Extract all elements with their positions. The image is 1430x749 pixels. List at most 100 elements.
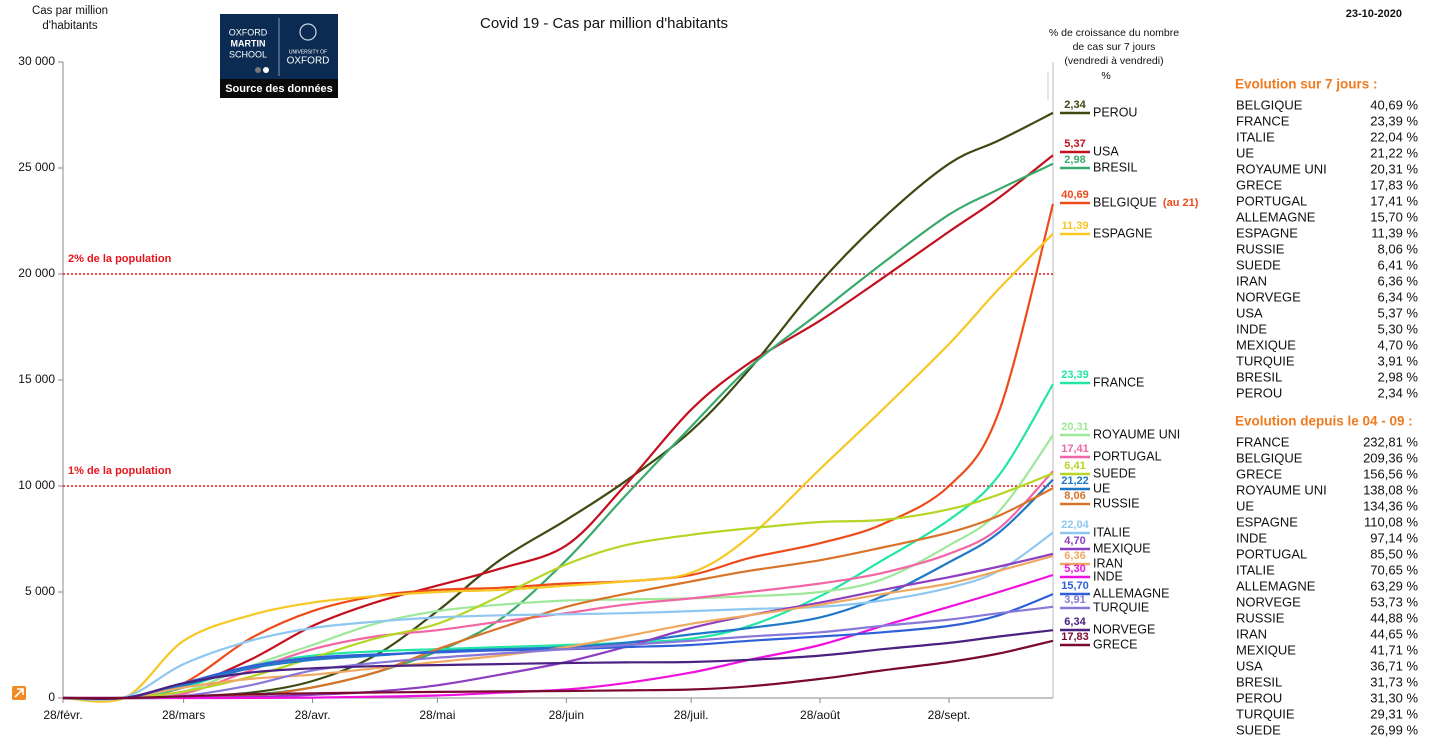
series-line [62, 154, 1054, 700]
table-cell-name: UE [1236, 145, 1254, 160]
table-cell-name: BRESIL [1236, 369, 1282, 384]
growth-label: 23,39 [1061, 369, 1089, 381]
table-cell-name: PORTUGAL [1236, 193, 1307, 208]
y-axis-title: d'habitants [42, 20, 98, 32]
table-cell-name: IRAN [1236, 273, 1267, 288]
logo-dot [255, 67, 261, 73]
series-line [62, 470, 1054, 700]
reference-label: 1% de la population [68, 465, 172, 477]
table-cell-value: 17,83 % [1370, 177, 1418, 192]
growth-label: 15,70 [1061, 580, 1089, 592]
table-cell-name: USA [1236, 658, 1263, 673]
logo-crest [299, 23, 317, 41]
growth-header: % de croissance du nombre [1049, 27, 1179, 39]
source-link[interactable]: Source des données [225, 83, 333, 95]
logo-dot [263, 67, 269, 73]
series-line [62, 629, 1054, 701]
table-cell-value: 41,71 % [1370, 642, 1418, 657]
logo-text: MARTIN [231, 38, 266, 48]
table-cell-name: BELGIQUE [1236, 97, 1303, 112]
source-logo[interactable]: OXFORD MARTIN SCHOOL UNIVERSITY OF OXFOR… [220, 14, 338, 98]
table-cell-value: 21,22 % [1370, 145, 1418, 160]
legend-label: ESPAGNE [1093, 226, 1153, 240]
table-cell-value: 23,39 % [1370, 113, 1418, 128]
y-tick-label: 20 000 [18, 266, 55, 280]
table-cell-value: 232,81 % [1363, 434, 1418, 449]
table-cell-name: MEXIQUE [1236, 337, 1296, 352]
table-cell-value: 156,56 % [1363, 466, 1418, 481]
series-line [62, 162, 1054, 700]
x-tick-label: 28/juin [549, 708, 584, 722]
growth-header: % [1101, 70, 1110, 82]
table-cell-name: ESPAGNE [1236, 225, 1298, 240]
table-cell-value: 8,06 % [1378, 241, 1419, 256]
y-tick-label: 0 [48, 690, 55, 704]
legend-label: IRAN [1093, 556, 1123, 570]
table-cell-value: 44,65 % [1370, 626, 1418, 641]
growth-label: 17,41 [1061, 443, 1089, 455]
growth-label: 6,41 [1064, 460, 1085, 472]
table-cell-name: TURQUIE [1236, 353, 1295, 368]
table-cell-value: 6,41 % [1378, 257, 1419, 272]
logo-text: OXFORD [287, 56, 330, 67]
y-tick-label: 5 000 [25, 584, 55, 598]
legend-label: TURQUIE [1093, 600, 1149, 614]
series-line [63, 573, 1054, 700]
lines [62, 111, 1055, 703]
series-line [62, 383, 1054, 700]
table-cell-value: 36,71 % [1370, 658, 1418, 673]
corner-icon [12, 686, 26, 700]
table-cell-value: 5,37 % [1378, 305, 1419, 320]
legend-label: UE [1093, 481, 1110, 495]
legend-label: BELGIQUE [1093, 195, 1157, 209]
table-cell-name: ITALIE [1236, 129, 1275, 144]
legend-label: SUEDE [1093, 466, 1136, 480]
table-cell-name: SUEDE [1236, 257, 1281, 272]
table-cell-name: GRECE [1236, 466, 1283, 481]
x-tick-label: 28/févr. [43, 708, 82, 722]
table-cell-value: 3,91 % [1378, 353, 1419, 368]
x-tick-label: 28/mars [162, 708, 205, 722]
table-title: Evolution depuis le 04 - 09 : [1235, 414, 1413, 429]
growth-label: 2,34 [1064, 99, 1086, 111]
legend-label: PEROU [1093, 105, 1137, 119]
table-cell-name: ALLEMAGNE [1236, 209, 1316, 224]
table-cell-value: 2,34 % [1378, 385, 1419, 400]
series-line [62, 531, 1054, 701]
legend-label: ITALIE [1093, 525, 1130, 539]
y-tick-label: 30 000 [18, 54, 55, 68]
legend-label: FRANCE [1093, 375, 1144, 389]
table-cell-name: ROYAUME UNI [1236, 161, 1327, 176]
table-cell-name: MEXIQUE [1236, 642, 1296, 657]
table-cell-name: ALLEMAGNE [1236, 578, 1316, 593]
table-cell-value: 2,98 % [1378, 369, 1419, 384]
growth-label: 20,31 [1061, 421, 1089, 433]
table-cell-value: 70,65 % [1370, 562, 1418, 577]
growth-label: 17,83 [1061, 631, 1089, 643]
legend-label: NORVEGE [1093, 622, 1155, 636]
series-line [62, 605, 1054, 700]
table-title: Evolution sur 7 jours : [1235, 77, 1378, 92]
legend-label: ALLEMAGNE [1093, 586, 1169, 600]
y-axis-title: Cas par million [32, 5, 108, 17]
table-cell-value: 63,29 % [1370, 578, 1418, 593]
table-cell-name: INDE [1236, 530, 1267, 545]
table-cell-name: UE [1236, 498, 1254, 513]
table-cell-name: PEROU [1236, 690, 1282, 705]
table-cell-name: SUEDE [1236, 722, 1281, 737]
table-cell-name: ESPAGNE [1236, 514, 1298, 529]
table-cell-value: 15,70 % [1370, 209, 1418, 224]
growth-label: 6,36 [1064, 550, 1085, 562]
table-cell-value: 31,30 % [1370, 690, 1418, 705]
table-cell-value: 17,41 % [1370, 193, 1418, 208]
summary-table: Evolution depuis le 04 - 09 : FRANCE 232,8… [1235, 414, 1418, 738]
growth-label: 5,30 [1064, 563, 1085, 575]
series-line [62, 554, 1054, 700]
growth-label: 21,22 [1061, 475, 1089, 487]
logo-text: UNIVERSITY OF [289, 49, 327, 55]
legend-label: PORTUGAL [1093, 449, 1162, 463]
table-cell-value: 20,31 % [1370, 161, 1418, 176]
table-cell-value: 4,70 % [1378, 337, 1419, 352]
